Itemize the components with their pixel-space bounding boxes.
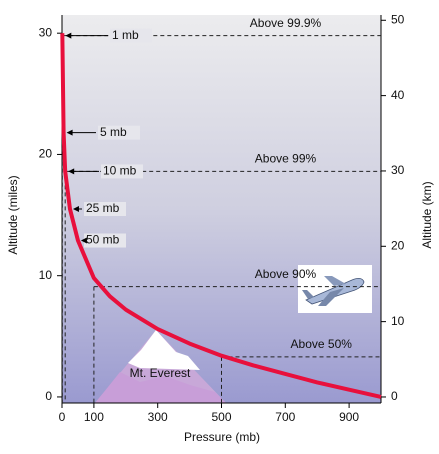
y2-tick-label: 20 xyxy=(391,238,405,252)
y2-axis-title: Altitude (km) xyxy=(420,181,434,248)
y-tick-label: 30 xyxy=(39,25,53,39)
pressure-label: 10 mb xyxy=(103,164,137,178)
x-tick-label: 500 xyxy=(211,410,231,424)
chart: Mt. Everest Pressure (mb) Altitude (mile… xyxy=(0,0,439,449)
x-tick-label: 0 xyxy=(59,410,66,424)
y-tick-label: 10 xyxy=(39,268,53,282)
x-tick-label: 100 xyxy=(84,410,104,424)
x-axis-title: Pressure (mb) xyxy=(184,430,260,444)
y-axis-title: Altitude (miles) xyxy=(6,175,20,254)
y-tick-label: 0 xyxy=(45,389,52,403)
y-tick-label: 20 xyxy=(39,147,53,161)
pressure-label: 50 mb xyxy=(86,233,120,247)
pressure-label: 25 mb xyxy=(86,201,120,215)
level-label: Above 90% xyxy=(255,267,317,281)
y2-tick-label: 0 xyxy=(391,389,398,403)
pressure-label: 5 mb xyxy=(100,125,127,139)
x-tick-label: 700 xyxy=(275,410,295,424)
pressure-label: 1 mb xyxy=(112,28,139,42)
level-label: Above 99.9% xyxy=(250,16,322,30)
y2-tick-label: 30 xyxy=(391,163,405,177)
y2-tick-label: 40 xyxy=(391,88,405,102)
level-label: Above 99% xyxy=(255,152,317,166)
level-label: Above 50% xyxy=(291,337,353,351)
y2-tick-label: 50 xyxy=(391,12,405,26)
x-tick-label: 300 xyxy=(148,410,168,424)
x-tick-label: 900 xyxy=(339,410,359,424)
mountain-label: Mt. Everest xyxy=(130,366,191,380)
y2-tick-label: 10 xyxy=(391,314,405,328)
